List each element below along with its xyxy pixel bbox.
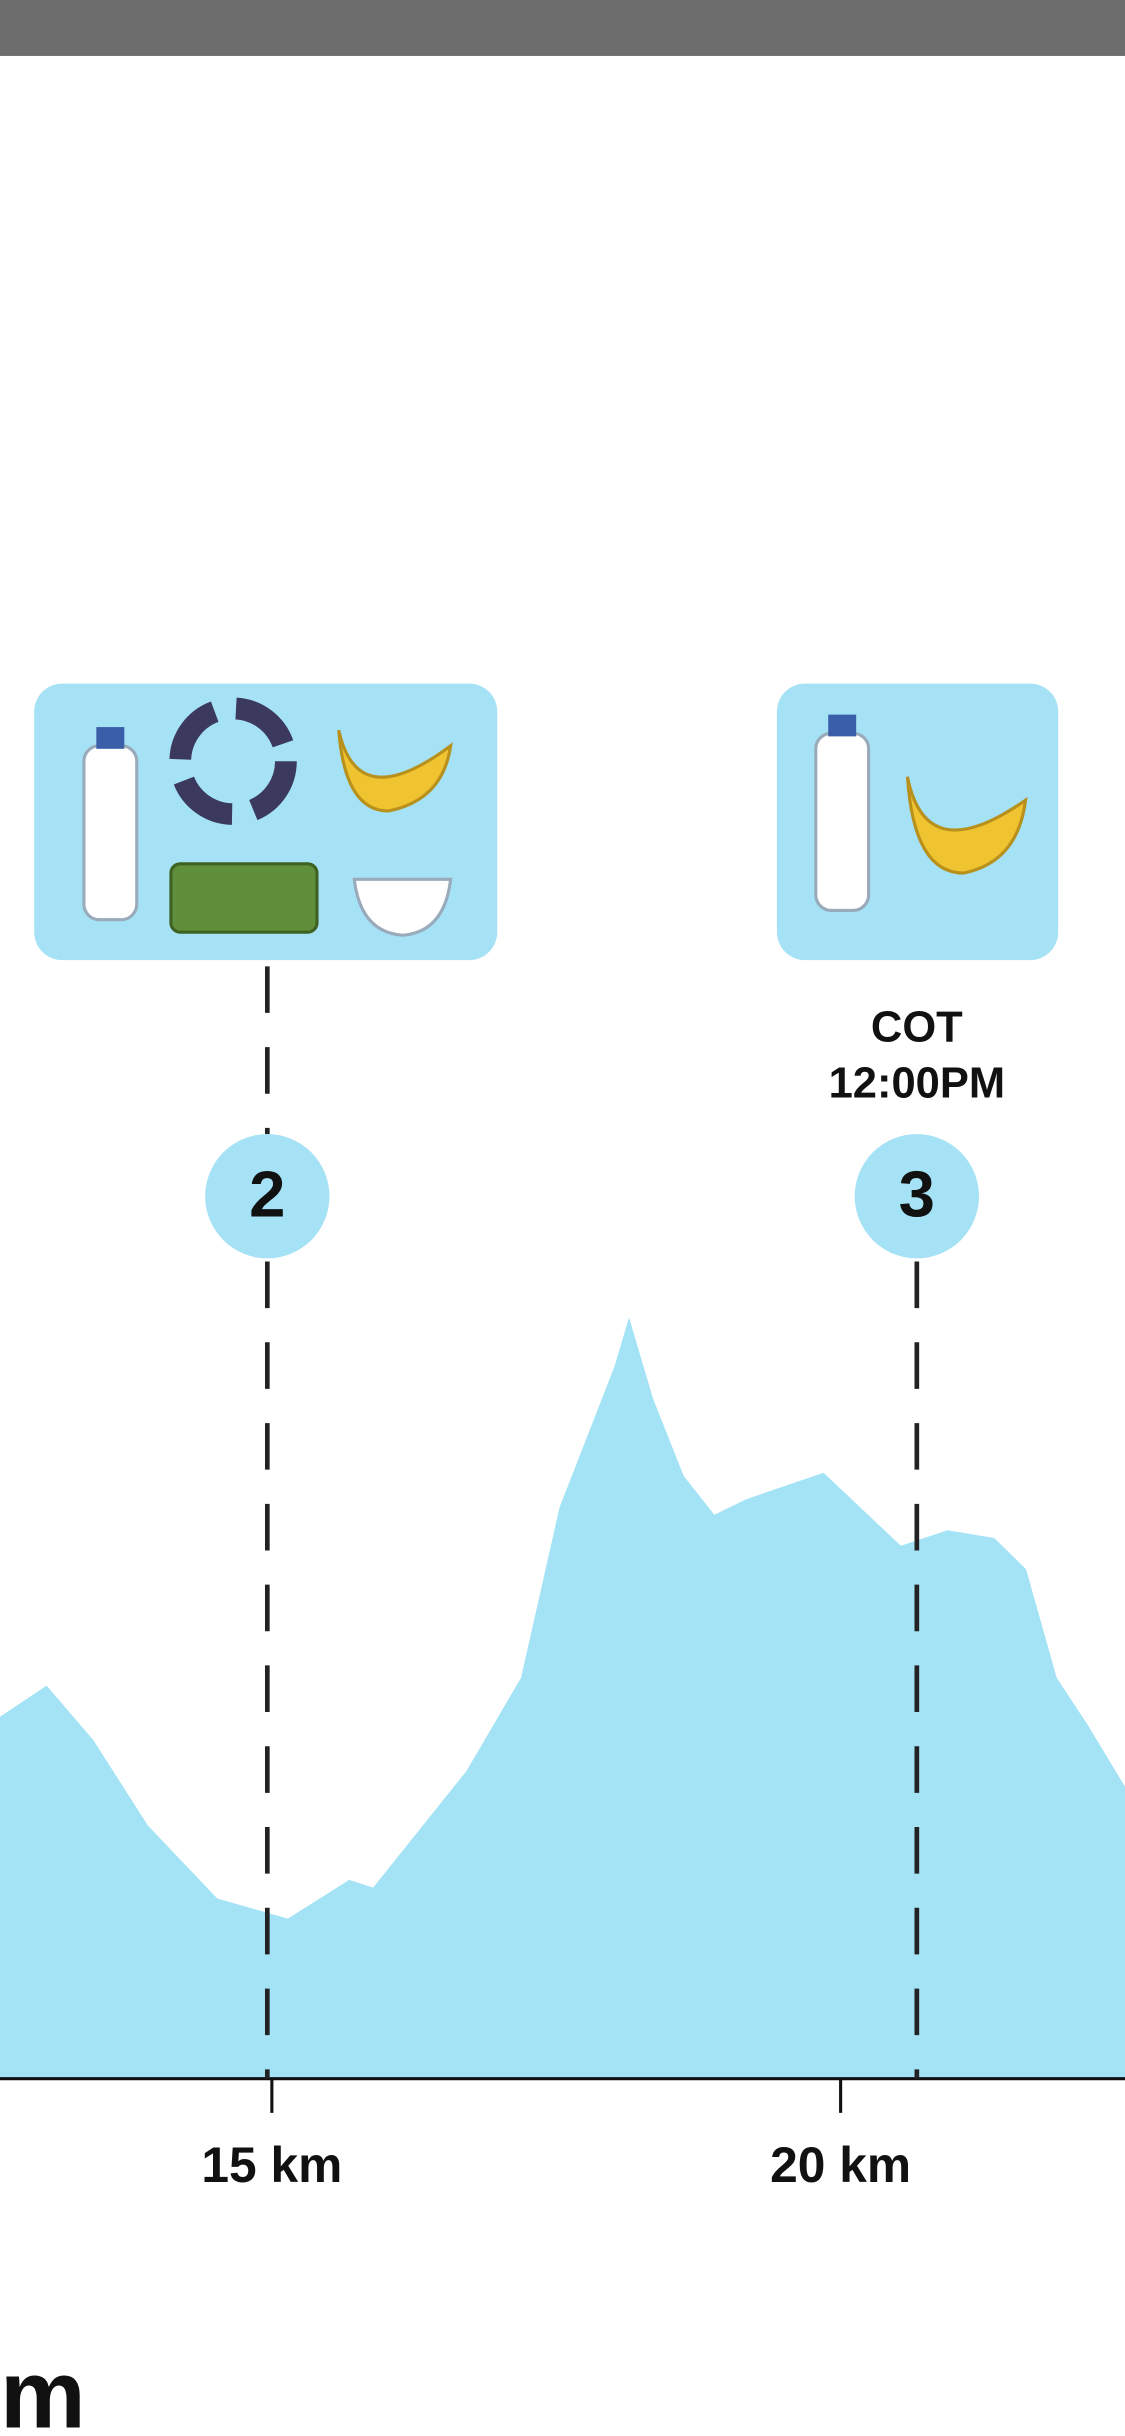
aid-box [34, 683, 498, 961]
bottom-text: m [0, 2341, 86, 2436]
station-marker [205, 1134, 330, 1259]
header-image [0, 0, 1125, 56]
station-number: 3 [899, 1158, 935, 1231]
cutoff-time: 12:00PM [829, 1059, 1006, 1107]
x-tick-label: 20 km [770, 2137, 911, 2193]
station-marker [854, 1134, 979, 1259]
aid-box [776, 683, 1059, 961]
station-number: 2 [249, 1158, 285, 1231]
x-tick-label: 15 km [201, 2137, 342, 2193]
elevation-area [0, 1317, 1125, 2079]
cutoff-label: COT [871, 1004, 963, 1052]
header-texture [0, 0, 1125, 56]
